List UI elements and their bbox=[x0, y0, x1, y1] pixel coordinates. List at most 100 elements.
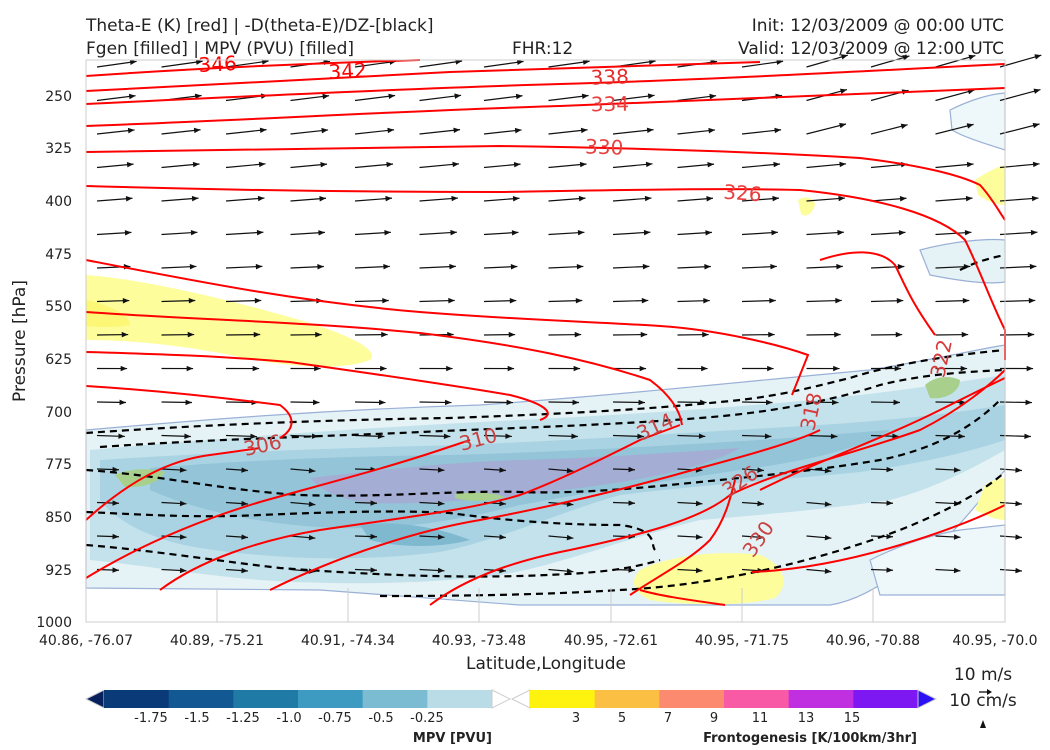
wind-vector-head bbox=[893, 399, 900, 406]
wind-vector-head bbox=[764, 433, 772, 439]
wind-vector-head bbox=[695, 567, 703, 574]
wind-vector-head bbox=[706, 196, 713, 202]
wind-vector-head bbox=[315, 331, 322, 338]
wind-vector-head bbox=[194, 93, 202, 100]
wind-vector bbox=[483, 60, 524, 68]
fgen-tick-label: 9 bbox=[710, 711, 718, 726]
y-tick-label: 550 bbox=[45, 299, 72, 315]
wind-vector bbox=[741, 129, 782, 135]
wind-vector bbox=[806, 163, 847, 169]
wind-vector-head bbox=[241, 567, 248, 574]
wind-vector-head bbox=[446, 365, 453, 372]
wind-vector-head bbox=[639, 365, 647, 372]
wind-vector bbox=[612, 163, 653, 169]
wind-vector-head bbox=[902, 55, 910, 61]
mpv-tick-label: -0.25 bbox=[410, 711, 444, 726]
wind-vector-head bbox=[120, 365, 128, 372]
wind-vector-head bbox=[566, 501, 574, 507]
wind-vector bbox=[806, 123, 847, 135]
plot-area: 346 342 338 334 330 326 322 318 314 310 … bbox=[85, 51, 1042, 623]
wind-vector-head bbox=[112, 466, 119, 473]
wind-vector-head bbox=[126, 161, 134, 168]
wind-vector-head bbox=[381, 331, 388, 338]
colorbar-segment bbox=[233, 690, 299, 708]
wind-vector-head bbox=[499, 534, 506, 540]
wind-vector-head bbox=[499, 500, 506, 507]
wind-vector-head bbox=[835, 297, 842, 304]
wind-vector-head bbox=[318, 230, 325, 236]
colorbar-extend-low bbox=[84, 689, 105, 709]
wind-vector-head bbox=[767, 365, 774, 372]
wind-vector-head bbox=[122, 298, 130, 304]
wind-vector-head bbox=[1025, 399, 1032, 406]
wind-vector-head bbox=[894, 365, 902, 372]
wind-vector-head bbox=[824, 501, 832, 507]
fgen-tick-label: 5 bbox=[618, 711, 626, 726]
wind-vector-head bbox=[379, 399, 386, 406]
mpv-colorbar bbox=[84, 689, 512, 709]
x-axis: 40.86, -76.07 40.89, -75.21 40.91, -74.3… bbox=[39, 633, 1038, 649]
wind-vector-head bbox=[129, 59, 137, 66]
y-tick-label: 850 bbox=[45, 510, 72, 526]
wind-vector-head bbox=[437, 500, 445, 507]
wind-vector-head bbox=[256, 229, 264, 236]
y-tick-label: 925 bbox=[45, 563, 72, 579]
forecast-hour: FHR:12 bbox=[512, 39, 573, 59]
y-axis-label: Pressure [hPa] bbox=[10, 280, 30, 402]
wind-vector bbox=[548, 94, 589, 102]
wind-vector-head bbox=[308, 534, 316, 541]
x-tick-label: 40.86, -76.07 bbox=[39, 633, 133, 649]
wind-vector bbox=[612, 128, 654, 135]
colorbar-extend-low bbox=[510, 689, 531, 709]
wind-vector-head bbox=[1015, 534, 1022, 540]
wind-vector-head bbox=[648, 59, 656, 65]
wind-vector bbox=[935, 123, 974, 135]
wind-vector-head bbox=[453, 127, 461, 133]
wind-vector bbox=[419, 128, 461, 135]
wind-vector-head bbox=[455, 59, 463, 65]
wind-vector-head bbox=[445, 399, 452, 406]
wind-vector-head bbox=[628, 466, 635, 473]
wind-vector-head bbox=[968, 54, 976, 60]
wind-vector-head bbox=[437, 467, 445, 473]
wind-vector-head bbox=[769, 297, 776, 304]
wind-vector-head bbox=[515, 93, 523, 100]
theta-e-label: 346 bbox=[198, 51, 237, 77]
wind-vector-head bbox=[254, 297, 262, 304]
wind-vector-head bbox=[702, 331, 709, 338]
wind-vector-head bbox=[900, 123, 908, 129]
wind-vector-head bbox=[771, 229, 778, 236]
wind-vector bbox=[161, 129, 201, 135]
y-axis: 250 325 400 475 550 625 700 775 850 925 … bbox=[36, 89, 72, 631]
wind-vector bbox=[354, 60, 397, 68]
wind-vector-head bbox=[192, 161, 200, 168]
fgen-tick-label: 7 bbox=[664, 711, 672, 726]
wind-vector-head bbox=[127, 127, 135, 134]
wind-vector-head bbox=[886, 466, 893, 473]
wind-vector-head bbox=[499, 467, 506, 473]
wind-vector bbox=[419, 163, 460, 169]
wind-vector-head bbox=[575, 297, 583, 304]
fgen-colorbar bbox=[510, 689, 938, 709]
wind-vector-head bbox=[705, 230, 712, 236]
wind-vector bbox=[999, 123, 1040, 135]
wind-vector-head bbox=[582, 59, 590, 65]
wind-vector-head bbox=[185, 399, 192, 406]
wind-vector-head bbox=[830, 433, 838, 440]
wind-vector-head bbox=[695, 534, 703, 540]
wind-vector-head bbox=[704, 264, 711, 270]
mpv-tick-label: -1.25 bbox=[226, 711, 260, 726]
y-tick-label: 700 bbox=[45, 405, 72, 421]
wind-vector-head bbox=[886, 500, 893, 506]
wind-vector-head bbox=[892, 433, 899, 439]
wind-vector-head bbox=[580, 127, 588, 134]
y-tick-label: 775 bbox=[45, 457, 72, 473]
wind-vector-head bbox=[382, 297, 389, 304]
wind-vector-head bbox=[961, 331, 969, 338]
wind-vector-head bbox=[322, 93, 330, 100]
wind-vector-head bbox=[896, 298, 904, 304]
wind-vector-head bbox=[839, 161, 847, 168]
wind-vector-head bbox=[886, 567, 893, 573]
wind-vector-head bbox=[505, 433, 512, 439]
wind-vector-head bbox=[1015, 567, 1022, 574]
